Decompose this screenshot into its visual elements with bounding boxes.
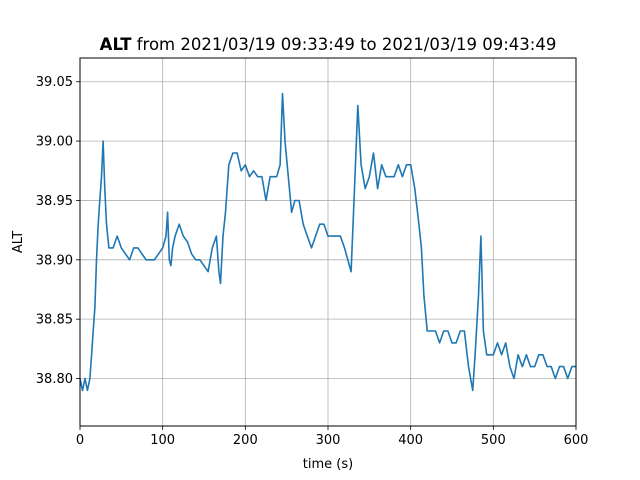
y-tick-label: 38.80 — [36, 372, 73, 387]
x-tick-label: 0 — [76, 433, 84, 448]
chart-title-bold: ALT — [100, 35, 133, 54]
y-tick-label: 38.95 — [36, 194, 73, 209]
y-tick-label: 39.05 — [36, 75, 73, 90]
y-tick-label: 39.00 — [36, 135, 73, 150]
x-tick-label: 400 — [398, 433, 423, 448]
y-axis-label: ALT — [11, 231, 26, 253]
x-axis-label: time (s) — [303, 457, 353, 472]
series-line-0 — [79, 92, 576, 392]
grid-lines — [79, 58, 577, 426]
x-axis-ticks: 0 100 200 300 400 500 600 — [76, 426, 589, 448]
x-tick-label: 200 — [233, 433, 258, 448]
x-tick-label: 300 — [316, 433, 341, 448]
y-tick-label: 38.85 — [36, 313, 73, 328]
y-axis-ticks: 38.80 38.85 38.90 38.95 39.00 39.05 — [36, 75, 80, 387]
chart-title: ALT from 2021/03/19 09:33:49 to 2021/03/… — [100, 35, 557, 54]
x-tick-label: 600 — [564, 433, 589, 448]
x-tick-label: 500 — [481, 433, 506, 448]
x-tick-label: 100 — [150, 433, 175, 448]
chart-title-rest: from 2021/03/19 09:33:49 to 2021/03/19 0… — [131, 35, 556, 54]
y-tick-label: 38.90 — [36, 253, 73, 268]
series-group — [79, 92, 576, 392]
